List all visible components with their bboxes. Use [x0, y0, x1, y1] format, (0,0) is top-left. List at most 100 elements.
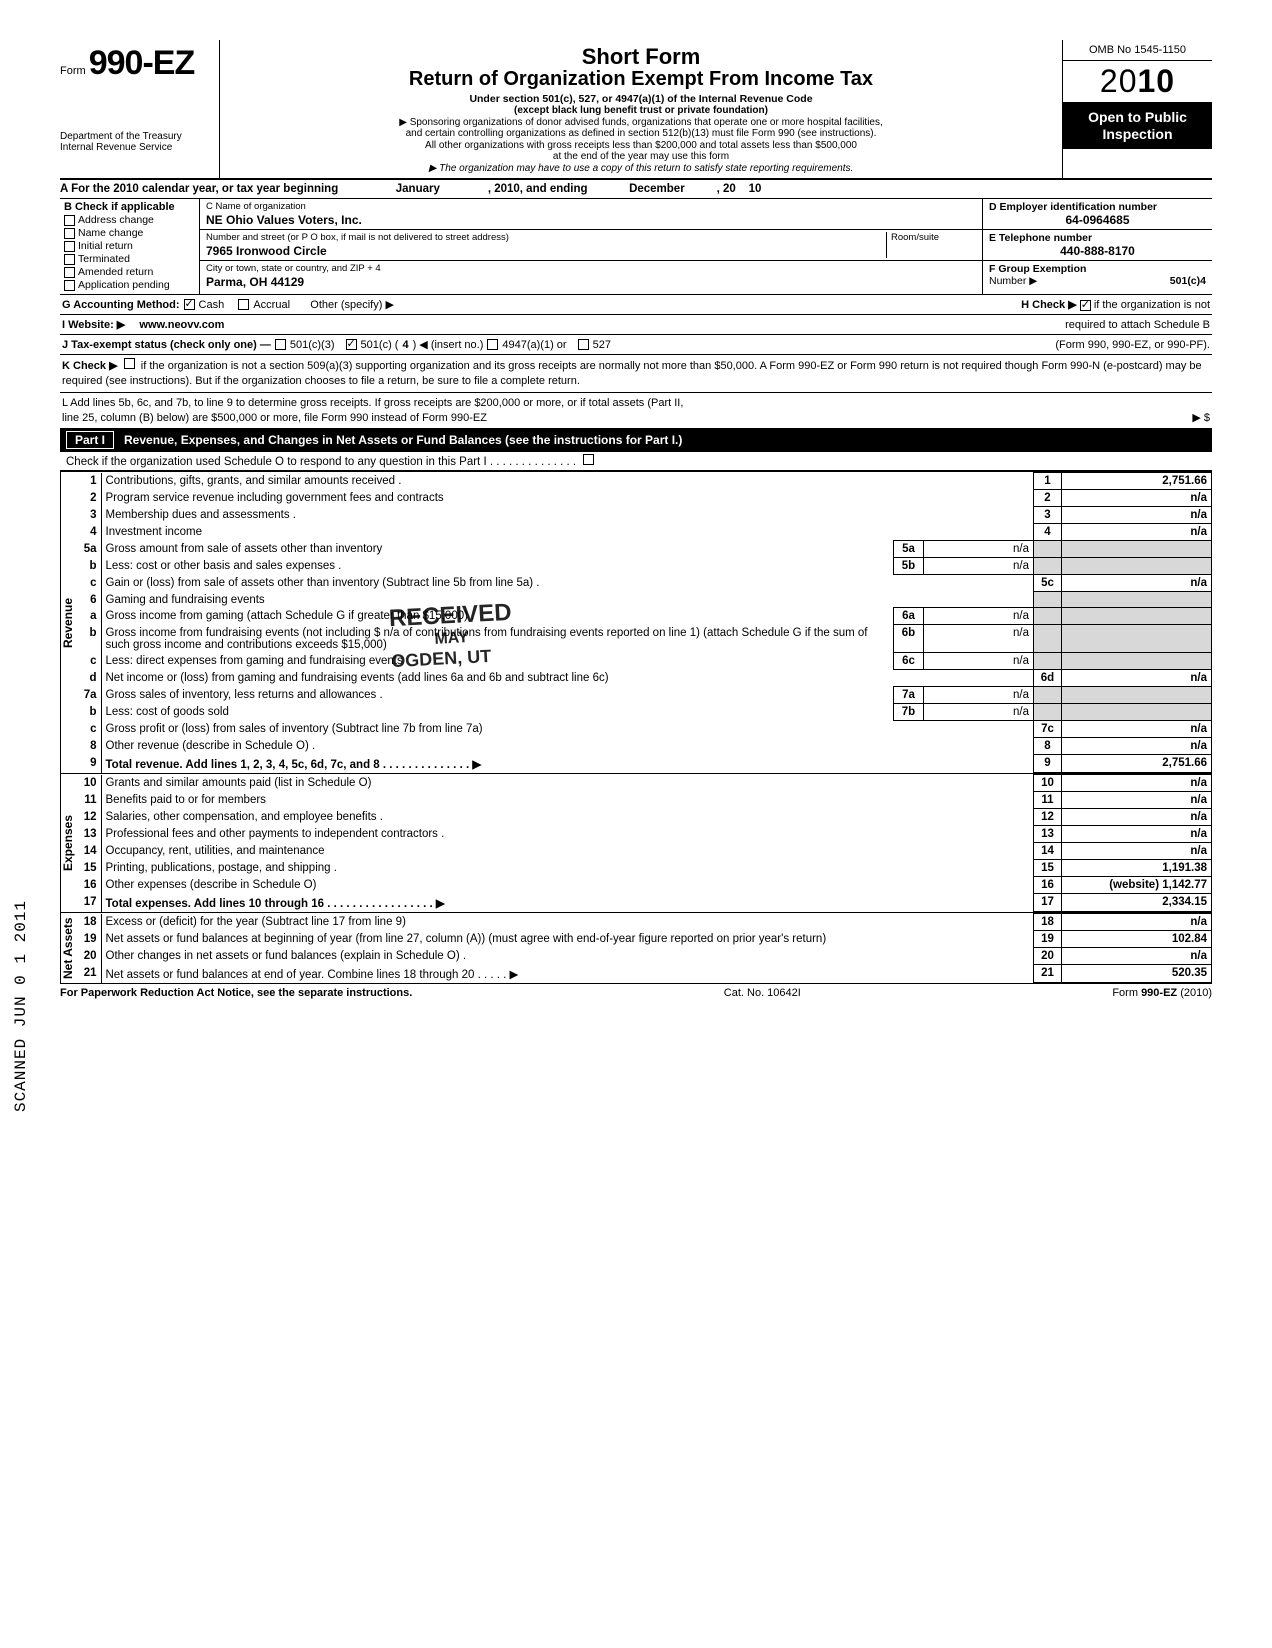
- colb-checkbox[interactable]: [64, 241, 75, 252]
- revenue-table: 1Contributions, gifts, grants, and simil…: [75, 472, 1212, 773]
- mid-spacer: [894, 507, 924, 524]
- accrual-checkbox[interactable]: [238, 299, 249, 310]
- netassets-label: Net Assets: [60, 913, 75, 983]
- line-number: b: [75, 704, 101, 721]
- table-row: bLess: cost of goods sold7bn/a: [75, 704, 1212, 721]
- mid-val: n/a: [924, 608, 1034, 625]
- line-number: 4: [75, 524, 101, 541]
- r-val: 102.84: [1062, 931, 1212, 948]
- line-desc: Other expenses (describe in Schedule O): [101, 877, 894, 894]
- table-row: 13Professional fees and other payments t…: [75, 826, 1212, 843]
- colb-item-label: Address change: [78, 214, 154, 226]
- r-num: 19: [1034, 931, 1062, 948]
- table-row: 14Occupancy, rent, utilities, and mainte…: [75, 843, 1212, 860]
- mid-spacer: [894, 670, 924, 687]
- line-number: c: [75, 721, 101, 738]
- mid-spacer: [924, 843, 1034, 860]
- r-num: 21: [1034, 965, 1062, 983]
- line-desc: Less: cost of goods sold: [101, 704, 894, 721]
- line-desc: Gain or (loss) from sale of assets other…: [101, 575, 894, 592]
- part1-sub-checkbox[interactable]: [583, 454, 594, 465]
- j-527-checkbox[interactable]: [578, 339, 589, 350]
- mid-spacer: [894, 721, 924, 738]
- form-number: Form 990-EZ: [60, 44, 213, 83]
- r-num: 10: [1034, 775, 1062, 792]
- colb-item-label: Application pending: [78, 279, 170, 291]
- j-c3-checkbox[interactable]: [275, 339, 286, 350]
- line-number: 17: [75, 894, 101, 912]
- table-row: cGross profit or (loss) from sales of in…: [75, 721, 1212, 738]
- grp-lbl: F Group Exemption: [989, 263, 1206, 275]
- line-desc: Net assets or fund balances at end of ye…: [101, 965, 894, 983]
- colb-item-label: Terminated: [78, 253, 130, 265]
- footer: For Paperwork Reduction Act Notice, see …: [60, 983, 1212, 999]
- sub3: All other organizations with gross recei…: [228, 140, 1054, 152]
- r-val: n/a: [1062, 738, 1212, 755]
- k-checkbox[interactable]: [124, 358, 135, 369]
- line-i: I Website: ▶ www.neovv.com required to a…: [60, 315, 1212, 335]
- row-a: A For the 2010 calendar year, or tax yea…: [60, 180, 1212, 199]
- sub5: ▶ The organization may have to use a cop…: [228, 163, 1054, 175]
- mid-spacer: [894, 524, 924, 541]
- table-row: 12Salaries, other compensation, and empl…: [75, 809, 1212, 826]
- r-val: n/a: [1062, 507, 1212, 524]
- mid-spacer: [894, 792, 924, 809]
- colb-checkbox[interactable]: [64, 267, 75, 278]
- j-a1-checkbox[interactable]: [487, 339, 498, 350]
- part1-label: Part I: [66, 431, 114, 449]
- table-row: bLess: cost or other basis and sales exp…: [75, 558, 1212, 575]
- colb-checkbox[interactable]: [64, 215, 75, 226]
- dept1: Department of the Treasury: [60, 131, 213, 142]
- cash-checkbox[interactable]: [184, 299, 195, 310]
- mid-spacer: [924, 507, 1034, 524]
- line-k: K Check ▶ if the organization is not a s…: [60, 355, 1212, 393]
- table-row: 4Investment income4n/a: [75, 524, 1212, 541]
- r-val: [1062, 653, 1212, 670]
- colb-item: Name change: [64, 227, 195, 239]
- mid-spacer: [894, 809, 924, 826]
- mid-spacer: [894, 877, 924, 894]
- j-c-checkbox[interactable]: [346, 339, 357, 350]
- mid-num: 7a: [894, 687, 924, 704]
- sub4: at the end of the year may use this form: [228, 151, 1054, 163]
- table-row: 8Other revenue (describe in Schedule O) …: [75, 738, 1212, 755]
- r-num: 7c: [1034, 721, 1062, 738]
- h-checkbox[interactable]: [1080, 300, 1091, 311]
- line-number: 21: [75, 965, 101, 983]
- r-val: n/a: [1062, 721, 1212, 738]
- part1-sub: Check if the organization used Schedule …: [60, 452, 1212, 471]
- other-lbl: Other (specify) ▶: [310, 298, 394, 311]
- mid-spacer: [894, 965, 924, 983]
- form-header: Form 990-EZ Department of the Treasury I…: [60, 40, 1212, 180]
- table-row: cLess: direct expenses from gaming and f…: [75, 653, 1212, 670]
- table-row: 20Other changes in net assets or fund ba…: [75, 948, 1212, 965]
- table-row: 15Printing, publications, postage, and s…: [75, 860, 1212, 877]
- r-num: 20: [1034, 948, 1062, 965]
- table-row: dNet income or (loss) from gaming and fu…: [75, 670, 1212, 687]
- mid-num: 6c: [894, 653, 924, 670]
- mid-spacer: [924, 775, 1034, 792]
- colb-checkbox[interactable]: [64, 280, 75, 291]
- sub2: and certain controlling organizations as…: [228, 128, 1054, 140]
- r-num: [1034, 541, 1062, 558]
- name-lbl: C Name of organization: [206, 201, 976, 212]
- mid-val: n/a: [924, 625, 1034, 653]
- line-number: 14: [75, 843, 101, 860]
- part1-header: Part I Revenue, Expenses, and Changes in…: [60, 428, 1212, 452]
- footer-right: Form 990-EZ (2010): [1112, 987, 1212, 999]
- line-number: 16: [75, 877, 101, 894]
- colb-checkbox[interactable]: [64, 254, 75, 265]
- line-desc: Total expenses. Add lines 10 through 16 …: [101, 894, 894, 912]
- line-desc: Professional fees and other payments to …: [101, 826, 894, 843]
- line-desc: Investment income: [101, 524, 894, 541]
- title1: Short Form: [228, 44, 1054, 70]
- mid-spacer: [924, 809, 1034, 826]
- mid-spacer: [924, 721, 1034, 738]
- rowa-begin: January: [396, 183, 440, 195]
- mid-num: 5b: [894, 558, 924, 575]
- colb-checkbox[interactable]: [64, 228, 75, 239]
- mid-val: n/a: [924, 558, 1034, 575]
- table-row: 21Net assets or fund balances at end of …: [75, 965, 1212, 983]
- line-desc: Net assets or fund balances at beginning…: [101, 931, 894, 948]
- line-number: 7a: [75, 687, 101, 704]
